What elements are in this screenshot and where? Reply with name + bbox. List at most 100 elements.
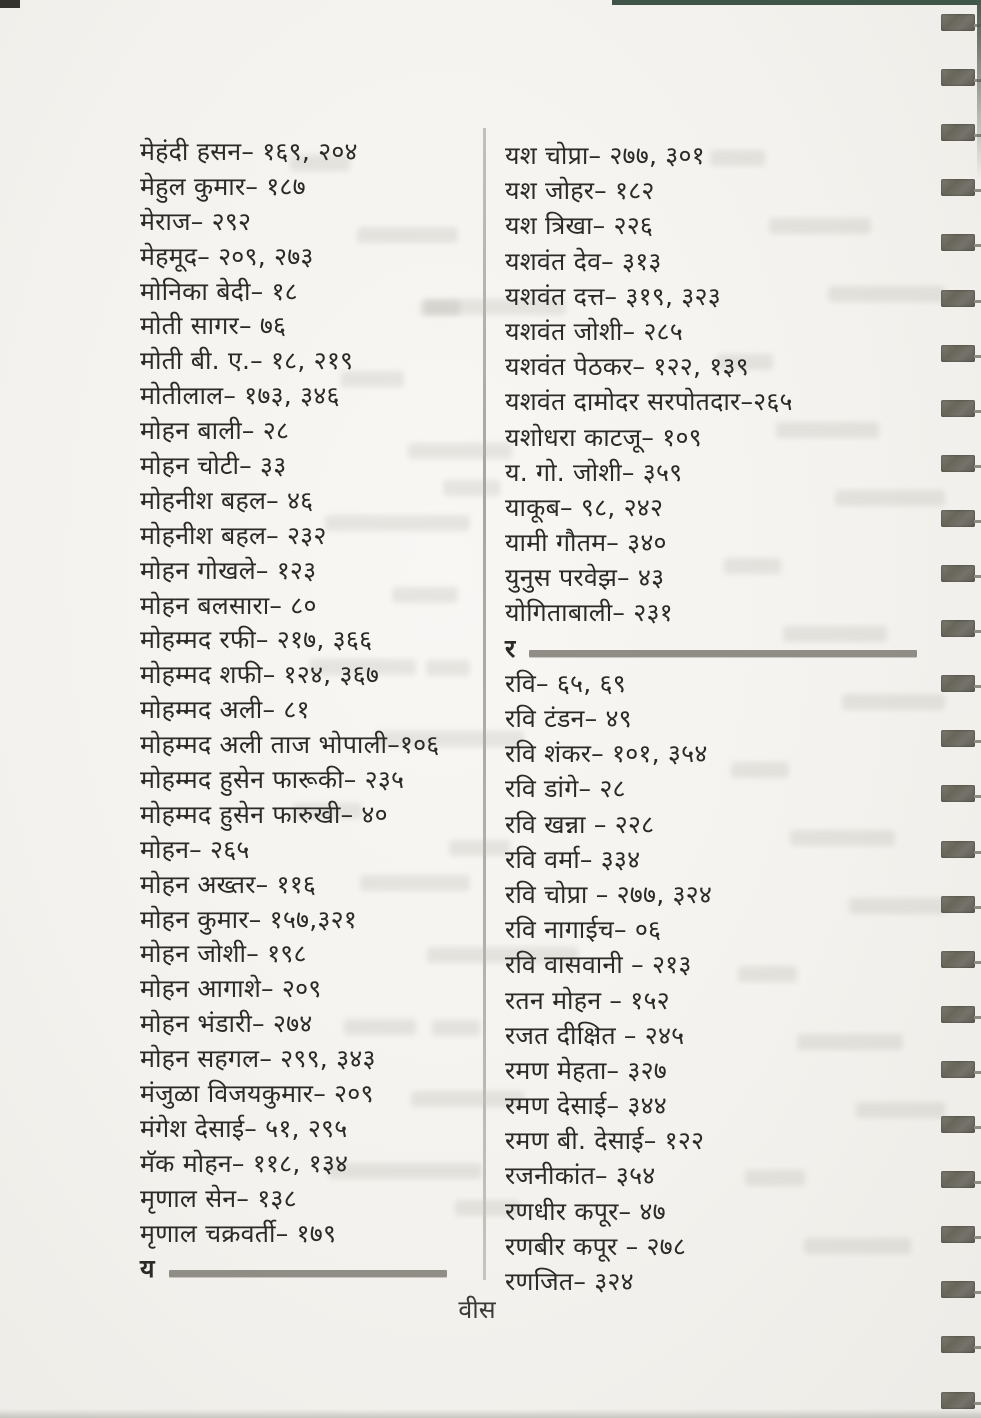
binding-coil-mark: [941, 1226, 981, 1244]
page-edge-shadow-bottom: [0, 1409, 981, 1418]
binding-coil-mark: [941, 234, 981, 252]
index-entry: मोहम्मद हुसेन फारूकी– २३५: [140, 765, 405, 795]
ghost-smudge: [783, 626, 887, 642]
index-entry: मोहन गोखले– १२३: [140, 555, 317, 585]
index-column-left: मेहंदी हसन– १६९, २०४ मेहुल कुमार– १८७ मेरा…: [140, 135, 485, 1286]
ghost-smudge: [842, 694, 945, 710]
ghost-smudge: [835, 490, 945, 506]
binding-coil-mark: [941, 1116, 981, 1133]
binding-coil-mark: [941, 69, 981, 87]
binding-coil-mark: [941, 124, 981, 142]
index-entry: मोतीलाल– १७३, ३४६: [140, 381, 340, 411]
index-entry: मोहन जोशी– १९८: [140, 939, 307, 969]
index-entry: यश चोप्रा– २७७, ३०१: [505, 141, 705, 170]
index-entry: मेहुल कुमार– १८७: [140, 171, 306, 201]
binding-coil-mark: [941, 785, 981, 803]
index-entry: मोनिका बेदी– १८: [140, 276, 298, 306]
binding-coil-mark: [941, 895, 981, 913]
index-entry: मृणाल चक्रवर्ती– १७९: [140, 1218, 337, 1248]
section-letter: र: [505, 633, 516, 663]
binding-coil-mark: [941, 675, 981, 693]
ghost-smudge: [344, 1019, 416, 1035]
index-entry: मॅक मोहन– ११८, १३४: [140, 1148, 349, 1178]
binding-coil-mark: [941, 620, 981, 638]
ghost-smudge: [717, 354, 773, 370]
index-entry: यशवंत देव– ३१३: [505, 246, 662, 276]
ghost-smudge: [293, 803, 362, 819]
ghost-smudge: [710, 150, 765, 166]
spiral-binding: [941, 0, 981, 1418]
index-entry: मोहनीश बहल– ४६: [140, 485, 314, 515]
index-entry: मेराज– २९२: [140, 206, 252, 236]
ghost-smudge: [376, 731, 524, 747]
ghost-smudge: [745, 1170, 805, 1186]
binding-coil-mark: [941, 289, 981, 307]
index-entry: रवि डांगे– २८: [505, 774, 626, 804]
binding-coil-mark: [941, 509, 981, 527]
index-entry: रवि नागाईच– ०६: [505, 915, 662, 945]
index-entry: मोहन चोटी– ३३: [140, 451, 287, 481]
index-entry: मोहन– २६५: [140, 834, 250, 864]
ghost-smudge: [769, 218, 871, 234]
index-entry: मोती सागर– ७६: [140, 311, 287, 341]
index-entry: योगिताबाली– २३१: [505, 598, 673, 628]
index-entry: मोहन सहगल– २९९, ३४३: [140, 1044, 376, 1074]
ghost-smudge: [449, 840, 510, 856]
ghost-smudge: [856, 1102, 945, 1118]
index-entry: रणबीर कपूर – २७८: [505, 1231, 687, 1261]
index-entry: मोहन कुमार– १५७,३२१: [140, 904, 357, 934]
binding-coil-mark: [941, 1336, 981, 1354]
index-entry: मोहम्मद अली ताज भोपाली–१०६: [140, 730, 440, 760]
ghost-smudge: [309, 659, 416, 675]
ghost-smudge: [776, 422, 879, 438]
binding-coil-mark: [941, 14, 981, 31]
index-entry: यशवंत दामोदर सरपोतदार–२६५: [505, 387, 793, 417]
index-column-right: यश चोप्रा– २७७, ३०१ यश जोहर– १८२ यश त्रिखा…: [505, 138, 935, 1299]
binding-coil-mark: [941, 730, 981, 748]
ghost-smudge: [724, 558, 781, 574]
ghost-smudge: [432, 1020, 480, 1036]
ghost-smudge: [424, 299, 566, 315]
binding-coil-mark: [941, 565, 981, 582]
section-rule: [168, 1270, 447, 1278]
binding-coil-mark: [941, 840, 981, 858]
binding-coil-mark: [941, 1005, 981, 1023]
index-entry: मोहनीश बहल– २३२: [140, 520, 327, 550]
ghost-smudge: [360, 875, 470, 891]
ghost-smudge: [408, 443, 512, 459]
index-entry: मोहन बाली– २८: [140, 416, 290, 446]
index-entry: मेहंदी हसन– १६९, २०४: [140, 137, 358, 166]
index-entry: मोहन अख्तर– ११६: [140, 869, 317, 899]
photo-edge-top-left: [0, 0, 20, 8]
ghost-smudge: [411, 1091, 524, 1107]
ghost-smudge: [790, 830, 895, 846]
index-entry: रवि चोप्रा – २७७, ३२४: [505, 879, 713, 909]
index-entry: रजत दीक्षित – २४५: [505, 1020, 685, 1050]
index-entry: रमण देसाई– ३४४: [505, 1091, 667, 1121]
binding-coil-mark: [941, 1060, 981, 1078]
ghost-smudge: [455, 1200, 520, 1216]
column-divider-line: [483, 128, 486, 1280]
index-entry: मंगेश देसाई– ५१, २९५: [140, 1113, 348, 1143]
index-entry: यशवंत जोशी– २८५: [505, 316, 683, 346]
binding-coil-mark: [941, 399, 981, 417]
binding-coil-mark: [941, 179, 981, 197]
binding-coil-mark: [941, 1171, 981, 1189]
binding-coil-mark: [941, 344, 981, 362]
section-header: य: [140, 1252, 485, 1287]
index-entry: मोहन बलसारा– ८०: [140, 590, 317, 620]
index-entry: रतन मोहन – १५२: [505, 985, 670, 1015]
index-entry: रमण मेहता– ३२७: [505, 1055, 667, 1085]
page-number-label: वीस: [458, 1295, 496, 1324]
index-entry: रवि– ६५, ६९: [505, 668, 626, 698]
index-entry: रवि टंडन– ४९: [505, 704, 632, 733]
ghost-smudge: [804, 1238, 911, 1254]
index-entry: मोहम्मद हुसेन फारुखी– ४०: [140, 799, 388, 829]
ghost-smudge: [797, 1034, 903, 1050]
binding-coil-mark: [941, 950, 981, 968]
ghost-smudge: [738, 966, 797, 982]
index-entry: मोहन भंडारी– २७४: [140, 1009, 313, 1039]
ghost-smudge: [828, 286, 945, 302]
binding-coil-mark: [941, 1281, 981, 1299]
